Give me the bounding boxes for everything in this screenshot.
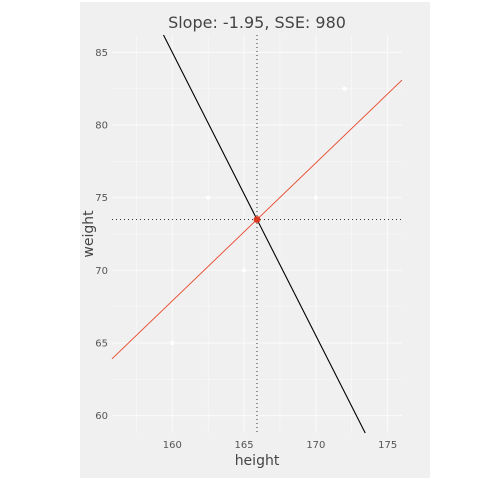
- x-tick-label: 165: [235, 440, 254, 451]
- y-tick-label: 80: [95, 121, 108, 132]
- center-point: [253, 216, 261, 223]
- data-point: [170, 340, 175, 345]
- x-tick-label: 175: [378, 440, 397, 451]
- y-tick-label: 75: [95, 193, 108, 204]
- grid: [112, 35, 402, 433]
- plot-panel: [80, 2, 430, 478]
- chart-title: Slope: -1.95, SSE: 980: [168, 13, 346, 32]
- y-tick-label: 65: [95, 338, 108, 349]
- tick-labels: 160 165 170 175 60 65 70 75 80 85: [95, 48, 397, 451]
- candidate-line: [163, 34, 366, 434]
- y-tick-label: 60: [95, 411, 108, 422]
- data-point: [242, 268, 247, 273]
- data-point: [342, 86, 347, 91]
- x-tick-label: 170: [306, 440, 325, 451]
- x-axis-label: height: [235, 453, 280, 469]
- data-point: [313, 195, 318, 200]
- data-point: [206, 195, 211, 200]
- x-tick-label: 160: [163, 440, 182, 451]
- data-points: [170, 86, 347, 345]
- y-tick-label: 70: [95, 266, 108, 277]
- y-axis-label: weight: [81, 210, 97, 258]
- y-tick-label: 85: [95, 48, 108, 59]
